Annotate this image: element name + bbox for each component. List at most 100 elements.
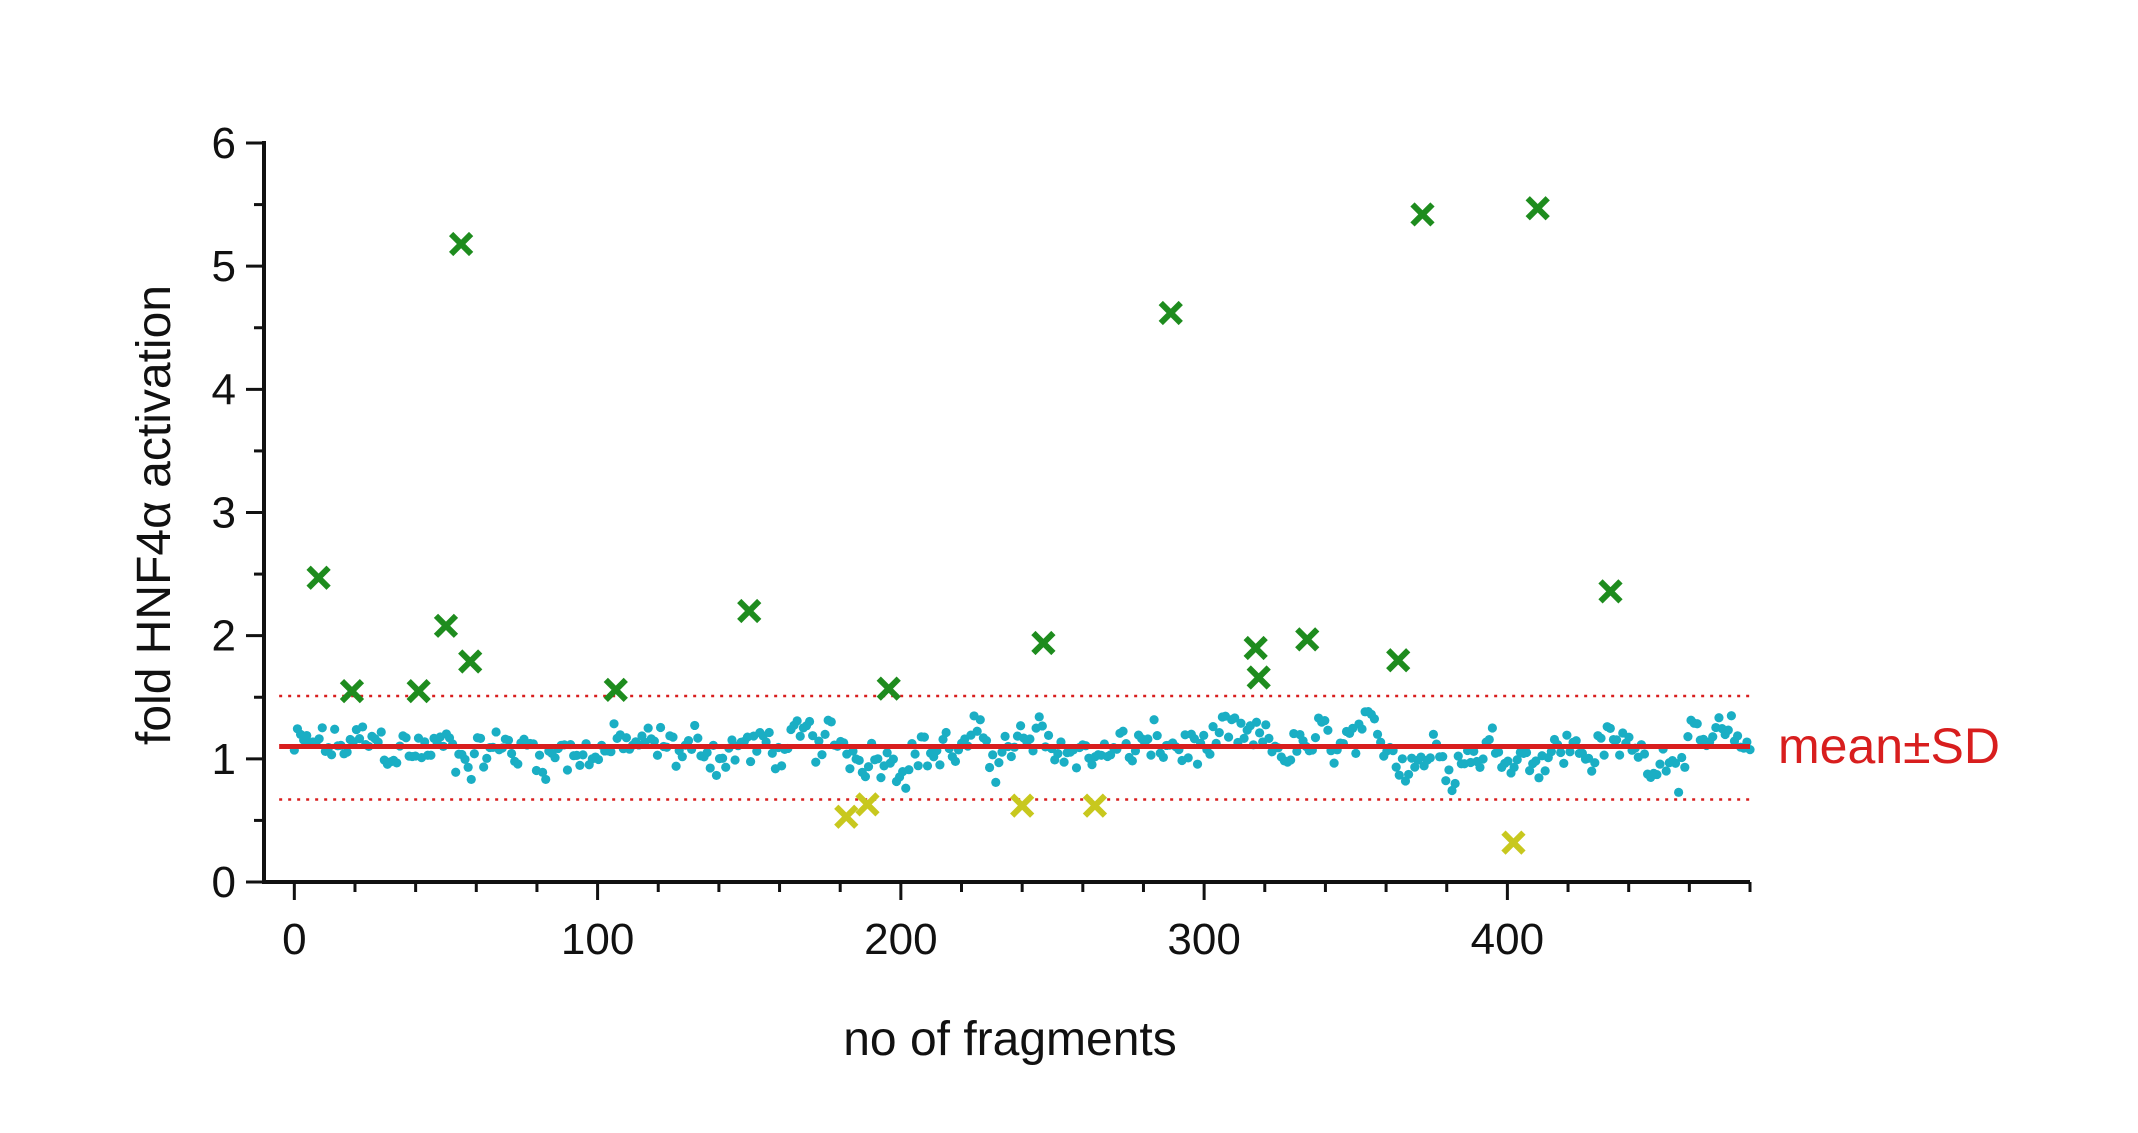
baseline-point (1059, 757, 1069, 767)
baseline-point (1565, 747, 1575, 757)
y-tick-label: 2 (212, 612, 236, 661)
baseline-point (1000, 731, 1010, 741)
baseline-point (1596, 733, 1606, 743)
y-tick-label: 6 (212, 119, 236, 168)
activator-point (1410, 202, 1435, 227)
baseline-point (702, 747, 712, 758)
baseline-point (1559, 758, 1569, 769)
baseline-point (1487, 723, 1497, 733)
baseline-point (354, 734, 365, 744)
baseline-point (988, 750, 998, 760)
baseline-point (1214, 728, 1224, 738)
baseline-point (1310, 733, 1321, 743)
activator-point (1031, 630, 1056, 656)
baseline-point (358, 722, 368, 732)
baseline-point (767, 748, 777, 758)
baseline-point (693, 733, 703, 743)
baseline-point (1475, 762, 1485, 773)
baseline-point (1677, 752, 1687, 763)
y-tick-label: 1 (212, 735, 236, 784)
y-tick-label: 0 (212, 858, 236, 907)
baseline-point (314, 734, 324, 744)
baseline-point (863, 762, 874, 772)
baseline-point (1071, 763, 1082, 773)
baseline-point (1357, 724, 1367, 734)
baseline-point (1323, 725, 1333, 735)
baseline-point (1223, 732, 1234, 742)
baseline-point (1394, 770, 1404, 780)
baseline-point (652, 750, 663, 760)
baseline-point (482, 753, 492, 763)
baseline-point (578, 750, 588, 760)
x-tick-label: 0 (282, 915, 306, 964)
baseline-point (1425, 753, 1435, 763)
activator-point (406, 678, 431, 704)
baseline-point (426, 750, 436, 760)
y-tick-label: 5 (212, 242, 236, 291)
activator-point (1598, 579, 1623, 604)
baseline-point (1205, 749, 1215, 759)
baseline-point (1692, 719, 1702, 729)
baseline-point (777, 761, 787, 771)
x-tick-label: 300 (1167, 915, 1240, 964)
baseline-point (1590, 758, 1600, 768)
activator-point (1158, 300, 1183, 326)
baseline-point (392, 758, 402, 768)
y-tick-label: 4 (212, 365, 236, 414)
baseline-point (873, 754, 883, 764)
baseline-point (854, 755, 864, 766)
x-axis-title: no of fragments (843, 1013, 1177, 1066)
baseline-point (811, 757, 821, 767)
y-axis-title: fold HNF4α activation (128, 285, 181, 745)
baseline-point (1264, 733, 1274, 743)
baseline-point (1599, 750, 1609, 760)
baseline-point (534, 750, 545, 760)
baseline-point (1444, 765, 1454, 775)
baseline-point (1320, 716, 1330, 726)
baseline-point (1251, 717, 1262, 727)
baseline-point (1255, 728, 1265, 738)
baseline-point (376, 727, 386, 737)
baseline-point (804, 716, 815, 727)
baseline-point (1605, 723, 1615, 733)
baseline-point (764, 727, 774, 738)
baseline-point (1562, 730, 1572, 740)
baseline-point (668, 732, 678, 742)
baseline-point (1661, 766, 1671, 776)
baseline-point (1571, 736, 1581, 746)
baseline-point (466, 774, 476, 785)
baseline-point (860, 772, 871, 782)
baseline-point (317, 723, 327, 733)
x-tick-label: 100 (561, 915, 634, 964)
baseline-point (994, 758, 1004, 768)
baseline-point (972, 726, 982, 736)
baseline-point (463, 762, 473, 772)
baseline-point (513, 759, 523, 769)
baseline-point (1525, 766, 1535, 776)
repressor-point (855, 792, 880, 817)
baseline-point (904, 765, 914, 775)
baseline-point (745, 756, 756, 767)
activator-point (737, 598, 762, 624)
baseline-point (1329, 758, 1339, 768)
baseline-point (1369, 714, 1380, 724)
x-tick-label: 200 (864, 915, 937, 964)
baseline-point (677, 752, 687, 762)
baseline-point (1397, 754, 1407, 764)
repressor-point (1501, 830, 1526, 855)
baseline-point (1546, 746, 1556, 757)
baseline-point (938, 734, 948, 745)
baseline-point (1493, 747, 1504, 757)
plot-area: 0 1 2 3 4 5 6 0 100 200 300 400 (212, 119, 1755, 964)
baseline-point (401, 733, 411, 743)
baseline-point (538, 767, 548, 777)
baseline-point (910, 749, 920, 759)
baseline-point (690, 720, 700, 731)
baseline-point (606, 747, 616, 757)
baseline-point (882, 748, 892, 758)
baseline-point (820, 729, 830, 739)
activator-point (1246, 665, 1271, 690)
mean-sd-label: mean±SD (1778, 718, 2000, 774)
baseline-point (1118, 726, 1128, 736)
baseline-point (479, 762, 489, 772)
